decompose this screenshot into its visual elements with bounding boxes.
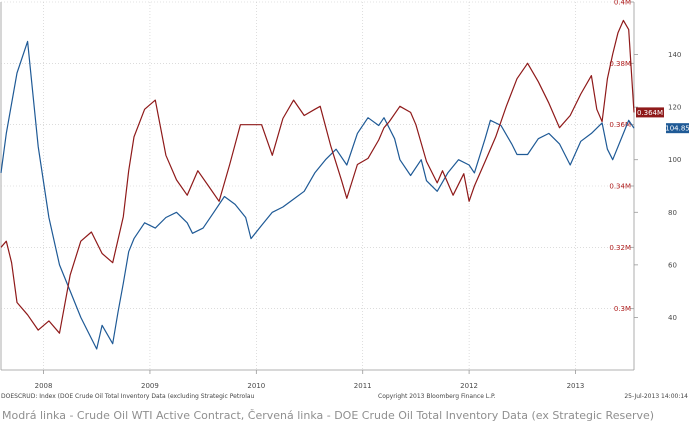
x-tick-label: 2008 [35,382,53,390]
x-tick-label: 2011 [354,382,372,390]
x-axis: 2008 2009 2010 2011 2012 2013 [35,370,585,390]
last-value-badges: 104.850.364M [636,107,689,134]
timestamp: 25-Jul-2013 14:00:14 [624,393,688,400]
left-tick-label: 0.32M [609,244,631,252]
left-tick-label: 0.3M [614,305,631,313]
x-tick-label: 2013 [567,382,585,390]
series-group [0,19,635,350]
chart: 0.4M 0.38M 0.36M 0.34M 0.32M 0.3M 140 120 100 80… [0,0,689,400]
x-tick-label: 2009 [141,382,159,390]
grid [1,1,634,370]
left-tick-label: 0.34M [609,183,631,191]
inventory-last-badge: 0.364M [636,107,664,118]
right-tick-label: 140 [668,51,681,59]
right-tick-label: 80 [668,209,677,217]
left-axis: 0.4M 0.38M 0.36M 0.34M 0.32M 0.3M [609,0,634,313]
left-tick-label: 0.36M [609,121,631,129]
wti-last-badge: 104.85 [665,123,689,134]
source-note: DOESCRUD: Index (DOE Crude Oil Total Inv… [1,393,255,400]
badge-label: 0.364M [637,109,663,117]
right-tick-label: 120 [668,104,681,112]
badge-background [666,123,689,134]
copyright: Copyright 2013 Bloomberg Finance L.P. [378,393,496,400]
left-tick-label: 0.4M [614,0,631,7]
wti-price-line [0,40,635,350]
x-tick-label: 2010 [247,382,265,390]
right-tick-label: 40 [668,314,677,322]
right-axis: 140 120 100 80 60 40 [634,51,681,322]
left-tick-label: 0.38M [609,60,631,68]
x-tick-label: 2012 [460,382,478,390]
badge-background [636,107,664,118]
badge-label: 104.85 [665,125,689,133]
right-tick-label: 60 [668,261,677,269]
inventory-line [0,19,635,334]
chart-caption: Modrá linka - Crude Oil WTI Active Contr… [2,409,655,422]
right-tick-label: 100 [668,156,681,164]
